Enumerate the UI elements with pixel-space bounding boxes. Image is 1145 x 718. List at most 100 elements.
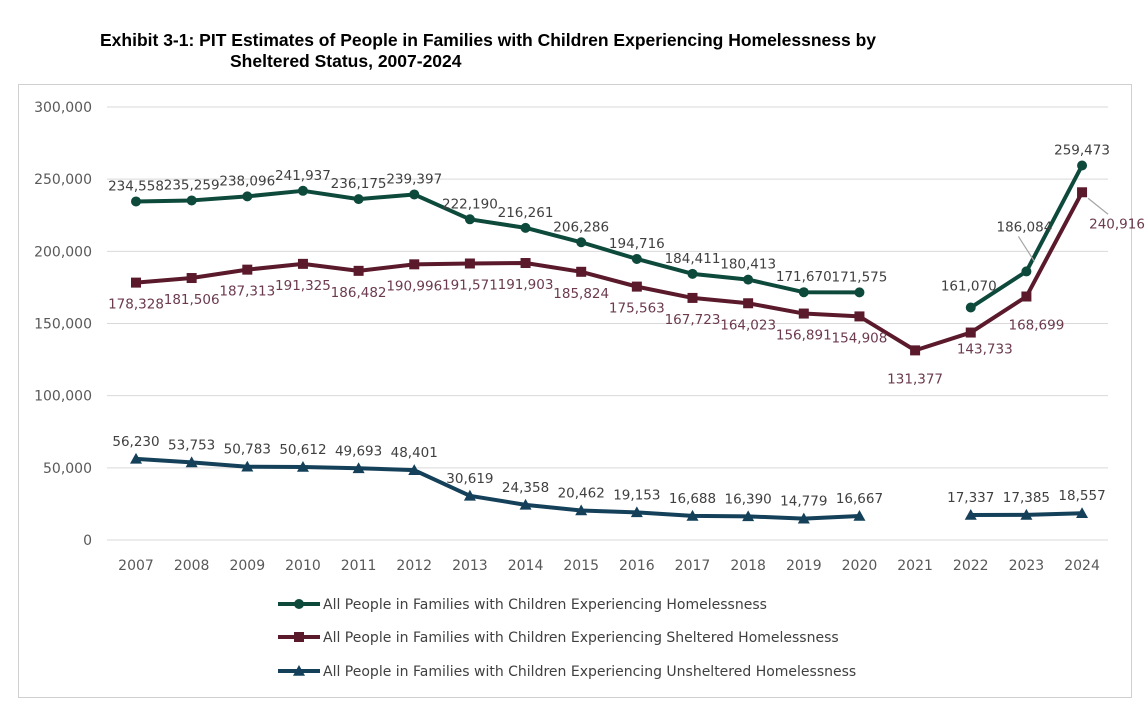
x-tick-label: 2012 [396, 558, 432, 574]
data-label: 50,612 [279, 442, 326, 458]
data-point-marker [576, 237, 587, 248]
data-label: 143,733 [957, 342, 1013, 358]
data-point-marker [965, 302, 976, 313]
y-tick-label: 100,000 [34, 389, 92, 405]
data-point-marker [131, 277, 141, 288]
data-point-marker [297, 258, 308, 269]
data-label: 16,688 [669, 491, 716, 507]
data-point-marker [464, 258, 475, 269]
data-point-marker [630, 506, 643, 518]
data-label: 156,891 [776, 328, 832, 344]
data-label: 191,903 [498, 277, 554, 293]
series-markers [130, 160, 1089, 524]
legend-entry-label: All People in Families with Children Exp… [323, 664, 856, 680]
data-point-marker [853, 509, 866, 521]
data-point-marker [1020, 508, 1033, 520]
data-label: 239,397 [386, 171, 442, 187]
data-label: 53,753 [168, 437, 215, 453]
x-tick-label: 2018 [730, 558, 766, 574]
data-point-marker [408, 464, 421, 475]
leader-line [1017, 236, 1035, 262]
data-point-marker [687, 292, 698, 303]
x-tick-label: 2007 [118, 558, 154, 574]
x-tick-label: 2009 [229, 558, 265, 574]
legend-swatch-marker [294, 599, 304, 609]
data-label: 241,937 [275, 168, 331, 184]
data-point-marker [409, 189, 420, 200]
series-line [135, 191, 1084, 353]
data-label: 18,557 [1058, 488, 1105, 504]
data-label: 20,462 [558, 485, 605, 501]
data-label: 30,619 [446, 471, 493, 487]
legend-entry-label: All People in Families with Children Exp… [323, 597, 767, 613]
data-label: 48,401 [391, 445, 438, 461]
series-line [135, 456, 860, 521]
data-point-marker [242, 191, 253, 202]
data-point-marker [519, 498, 532, 510]
y-tick-label: 300,000 [34, 100, 92, 116]
data-label: 24,358 [502, 480, 549, 496]
data-label: 49,693 [335, 443, 382, 459]
legend-swatch-marker [294, 632, 304, 642]
data-label: 167,723 [665, 312, 721, 328]
data-label: 164,023 [720, 317, 776, 333]
legend: All People in Families with Children Exp… [278, 597, 856, 680]
data-point-marker [1077, 187, 1088, 198]
y-tick-label: 200,000 [34, 244, 92, 260]
data-label: 184,411 [665, 251, 721, 267]
data-point-marker [910, 345, 921, 356]
data-point-marker [297, 185, 308, 196]
data-point-marker [185, 456, 198, 468]
data-label: 17,337 [947, 490, 994, 506]
x-tick-label: 2022 [953, 558, 989, 574]
data-label: 190,996 [386, 278, 442, 294]
legend-entry-label: All People in Families with Children Exp… [323, 630, 839, 646]
x-tick-label: 2008 [174, 558, 210, 574]
data-label: 240,916 [1089, 216, 1145, 232]
data-point-marker [631, 281, 642, 292]
data-label: 236,175 [331, 176, 387, 192]
data-point-marker [409, 259, 420, 270]
data-point-marker [742, 510, 755, 522]
data-point-marker [353, 194, 364, 205]
x-tick-label: 2010 [285, 558, 321, 574]
data-label: 175,563 [609, 301, 665, 317]
data-point-marker [964, 508, 977, 520]
data-label: 16,390 [725, 491, 772, 507]
data-point-marker [242, 264, 253, 275]
data-point-marker [463, 489, 476, 501]
series-lines [135, 164, 1084, 521]
y-tick-label: 0 [83, 533, 92, 549]
data-label: 161,070 [941, 279, 997, 295]
data-label: 234,558 [108, 178, 164, 194]
data-label: 186,482 [331, 285, 387, 301]
data-point-marker [1021, 266, 1032, 277]
data-point-marker [687, 268, 698, 279]
data-point-marker [854, 311, 865, 322]
data-point-marker [743, 298, 754, 309]
data-label: 171,670 [776, 269, 832, 285]
data-point-marker [797, 512, 810, 524]
x-tick-label: 2024 [1064, 558, 1100, 574]
data-point-marker [352, 462, 365, 474]
data-point-marker [631, 253, 642, 264]
y-tick-label: 150,000 [34, 317, 92, 333]
data-point-marker [1076, 507, 1089, 519]
data-label: 191,571 [442, 277, 498, 293]
data-point-marker [520, 222, 531, 233]
data-label: 222,190 [442, 196, 498, 212]
x-tick-label: 2016 [619, 558, 655, 574]
x-tick-label: 2019 [786, 558, 822, 574]
x-tick-label: 2023 [1009, 558, 1045, 574]
leader-line [1087, 197, 1109, 215]
y-tick-label: 50,000 [43, 461, 92, 477]
data-label: 186,084 [996, 219, 1052, 235]
x-tick-label: 2015 [563, 558, 599, 574]
data-point-marker [186, 195, 197, 206]
data-point-marker [965, 327, 976, 338]
data-label: 14,779 [780, 494, 827, 510]
data-point-marker [576, 266, 587, 277]
data-point-marker [464, 214, 475, 225]
data-point-marker [743, 274, 754, 285]
data-label: 187,313 [219, 284, 275, 300]
